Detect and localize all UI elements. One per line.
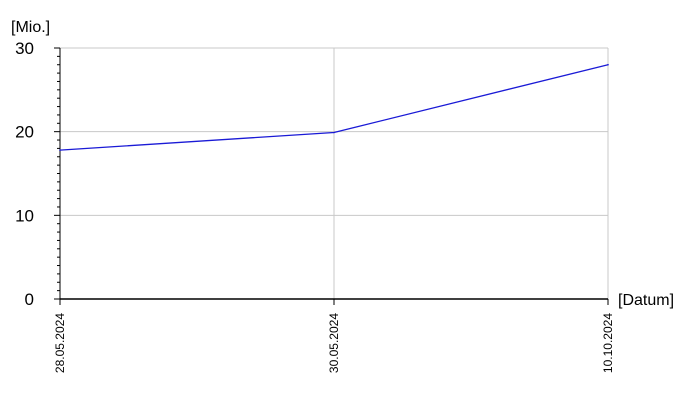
x-tick-label-1: 30.05.2024 [327, 313, 341, 373]
y-tick-label-0: 0 [25, 290, 34, 309]
series-layer [59, 63, 609, 151]
data-point-0-1 [333, 131, 335, 134]
x-axis-title: [Datum] [618, 292, 674, 309]
y-tick-label-1: 10 [15, 206, 34, 225]
x-tick-label-0: 28.05.2024 [53, 313, 67, 373]
data-point-0-2 [607, 63, 609, 66]
y-axis-title: [Mio.] [11, 19, 50, 36]
ticks-layer: 0 10 20 30 28.05.2024 30.05.2024 10.10.2024 [15, 39, 615, 373]
x-tick-label-2: 10.10.2024 [601, 313, 615, 373]
grid-layer [60, 47, 609, 299]
y-tick-label-2: 20 [15, 123, 34, 142]
data-point-0-0 [59, 149, 61, 151]
y-tick-label-3: 30 [15, 39, 34, 58]
